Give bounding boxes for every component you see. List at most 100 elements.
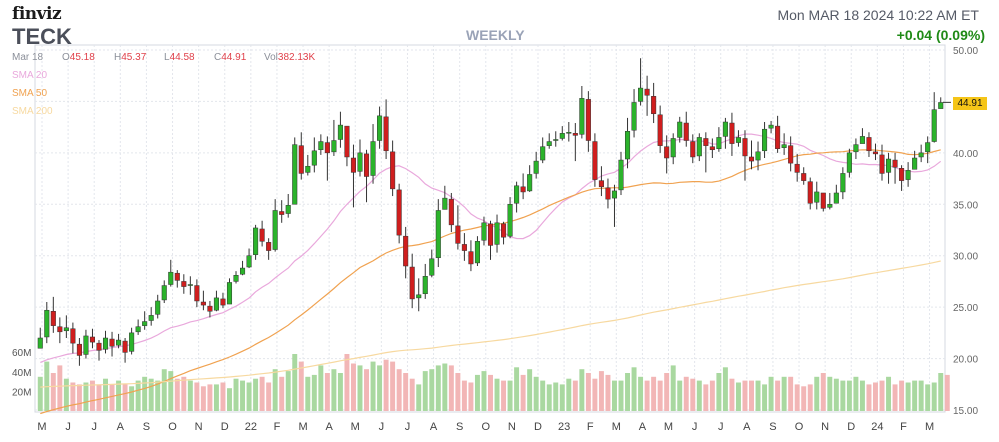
- volume-bar: [925, 384, 931, 411]
- date-tick-label: F: [900, 421, 907, 433]
- ohlc-open: O45.18: [62, 52, 95, 63]
- date-tick-label: M: [664, 421, 673, 433]
- candle-body: [324, 142, 330, 154]
- date-tick-label: M: [351, 421, 360, 433]
- volume-bar: [638, 376, 644, 411]
- volume-bar: [213, 384, 219, 411]
- date-tick-label: A: [325, 421, 333, 433]
- volume-bar: [50, 373, 56, 411]
- candle-body: [461, 244, 467, 251]
- volume-bar: [377, 365, 383, 411]
- candle-body: [703, 138, 709, 146]
- volume-bar: [781, 376, 787, 411]
- candle-body: [422, 276, 428, 295]
- date-tick-label: O: [795, 421, 804, 433]
- candle-body: [598, 180, 604, 188]
- candle-body: [794, 163, 800, 173]
- price-tick-label: 40.00: [953, 149, 978, 160]
- candle-body: [546, 141, 552, 146]
- volume-bar: [801, 386, 807, 411]
- volume-bar: [592, 378, 598, 411]
- candle-body: [253, 227, 259, 255]
- volume-bar: [553, 382, 559, 411]
- candle-body: [664, 146, 670, 159]
- candle-body: [748, 156, 755, 162]
- volume-bar: [690, 378, 696, 411]
- volume-bar: [448, 365, 454, 411]
- finviz-logo[interactable]: finviz: [12, 4, 62, 24]
- candle-body: [409, 266, 415, 300]
- date-tick-label: J: [379, 421, 385, 433]
- volume-bar: [533, 376, 539, 411]
- volume-bar: [735, 382, 741, 411]
- candle-body: [820, 192, 826, 209]
- candle-body: [318, 141, 324, 151]
- volume-bar: [37, 376, 43, 411]
- volume-bar: [768, 376, 774, 411]
- volume-bar: [931, 382, 937, 411]
- candle-body: [651, 96, 657, 115]
- plot-frame: [34, 44, 946, 413]
- price-tick-label: 30.00: [953, 252, 978, 263]
- volume-bar: [651, 376, 657, 411]
- candle-body: [220, 298, 226, 306]
- volume-bar: [200, 386, 206, 411]
- volume-bar: [566, 378, 572, 411]
- volume-bar: [814, 376, 820, 411]
- volume-bar: [670, 365, 676, 411]
- candle-body: [44, 309, 50, 338]
- volume-bar: [501, 380, 507, 411]
- candle-body: [853, 144, 859, 153]
- volume-tick-label: 40M: [12, 368, 31, 379]
- volume-bar: [227, 388, 232, 411]
- volume-bar: [859, 380, 865, 411]
- legend-sma-20: SMA 20: [12, 70, 48, 81]
- datetime-label: Mon MAR 18 2024 10:22 AM ET: [777, 7, 979, 23]
- volume-bar: [474, 374, 480, 411]
- volume-bar: [631, 367, 637, 411]
- volume-bar: [540, 380, 546, 411]
- date-tick-label: A: [639, 421, 647, 433]
- volume-bar: [729, 378, 735, 411]
- volume-bar: [272, 369, 278, 411]
- candle-body: [174, 272, 180, 281]
- volume-bar: [109, 384, 115, 411]
- candle-body: [833, 192, 839, 204]
- candle-body: [344, 125, 350, 158]
- volume-bar: [370, 361, 376, 411]
- volume-bar: [677, 380, 683, 411]
- date-tick-label: M: [925, 421, 934, 433]
- candle-body: [742, 138, 748, 157]
- candle-body: [442, 197, 448, 210]
- candle-body: [259, 228, 265, 242]
- date-tick-label: J: [91, 421, 97, 433]
- candle-body: [429, 258, 435, 276]
- candle-body: [592, 141, 598, 180]
- candle-body: [866, 137, 872, 152]
- date-tick-label: F: [274, 421, 281, 433]
- candle-body: [677, 121, 683, 138]
- volume-bar: [155, 380, 161, 411]
- date-tick-label: J: [718, 421, 724, 433]
- ticker-symbol: TECK: [12, 24, 72, 49]
- candle-body: [540, 146, 546, 161]
- date-tick-label: N: [821, 421, 829, 433]
- volume-bar: [820, 373, 826, 411]
- volume-bar: [135, 380, 141, 411]
- date-tick-label: M: [612, 421, 621, 433]
- candle-body: [168, 271, 174, 285]
- sma-50-line: [40, 149, 941, 415]
- date-tick-label: A: [430, 421, 438, 433]
- volume-bar: [683, 376, 689, 411]
- candle-body: [161, 285, 167, 301]
- candle-body: [859, 136, 865, 144]
- sma-200-line: [40, 260, 941, 388]
- volume-bar: [559, 384, 565, 411]
- volume-bar: [807, 384, 813, 411]
- candle-body: [788, 145, 794, 164]
- candle-body: [279, 211, 285, 215]
- candle-body: [285, 205, 291, 214]
- volume-bar: [527, 369, 533, 411]
- candle-body: [918, 152, 924, 158]
